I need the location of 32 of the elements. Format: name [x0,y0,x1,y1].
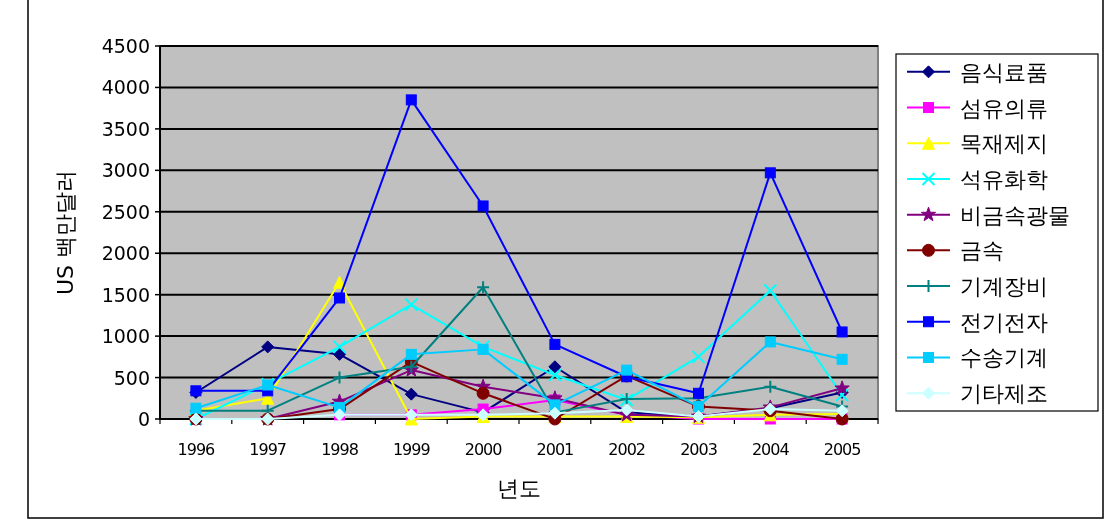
x-tick-label: 2003 [680,440,717,459]
legend-label: 섬유의류 [960,95,1048,121]
y-tick-label: 2500 [101,200,150,223]
y-tick-label: 500 [113,366,150,389]
y-tick-label: 0 [137,408,150,430]
legend-label: 목재제지 [960,131,1048,157]
y-tick-label: 3500 [101,117,150,140]
legend-label: 음식료품 [960,59,1048,85]
legend-label: 금속 [960,238,1004,264]
y-tick-label: 2000 [101,242,150,265]
y-tick-label: 4000 [101,76,150,99]
x-tick-label: 1998 [321,440,359,459]
x-tick-label: 1999 [392,440,431,459]
x-tick-label: 2000 [464,440,503,459]
x-tick-label: 1997 [249,440,287,459]
y-tick-label: 1000 [101,325,150,348]
x-axis-title: 년도 [497,476,541,501]
x-tick-label: 2001 [536,440,574,459]
x-tick-label: 2002 [608,440,646,459]
y-tick-label: 4500 [101,35,150,57]
x-tick-label: 2004 [751,440,790,459]
legend-label: 수송기계 [960,345,1048,371]
y-tick-label: 1500 [101,283,150,306]
x-tick-label: 1996 [177,440,216,459]
legend-label: 석유화학 [960,166,1048,192]
legend-label: 기타제조 [960,381,1048,407]
legend-label: 전기전자 [960,309,1048,335]
legend-label: 비금속광물 [960,202,1070,228]
y-axis-title: US 백만달러 [53,169,78,296]
x-tick-label: 2005 [823,440,861,459]
y-tick-label: 3000 [101,159,150,182]
legend-label: 기계장비 [960,274,1048,300]
